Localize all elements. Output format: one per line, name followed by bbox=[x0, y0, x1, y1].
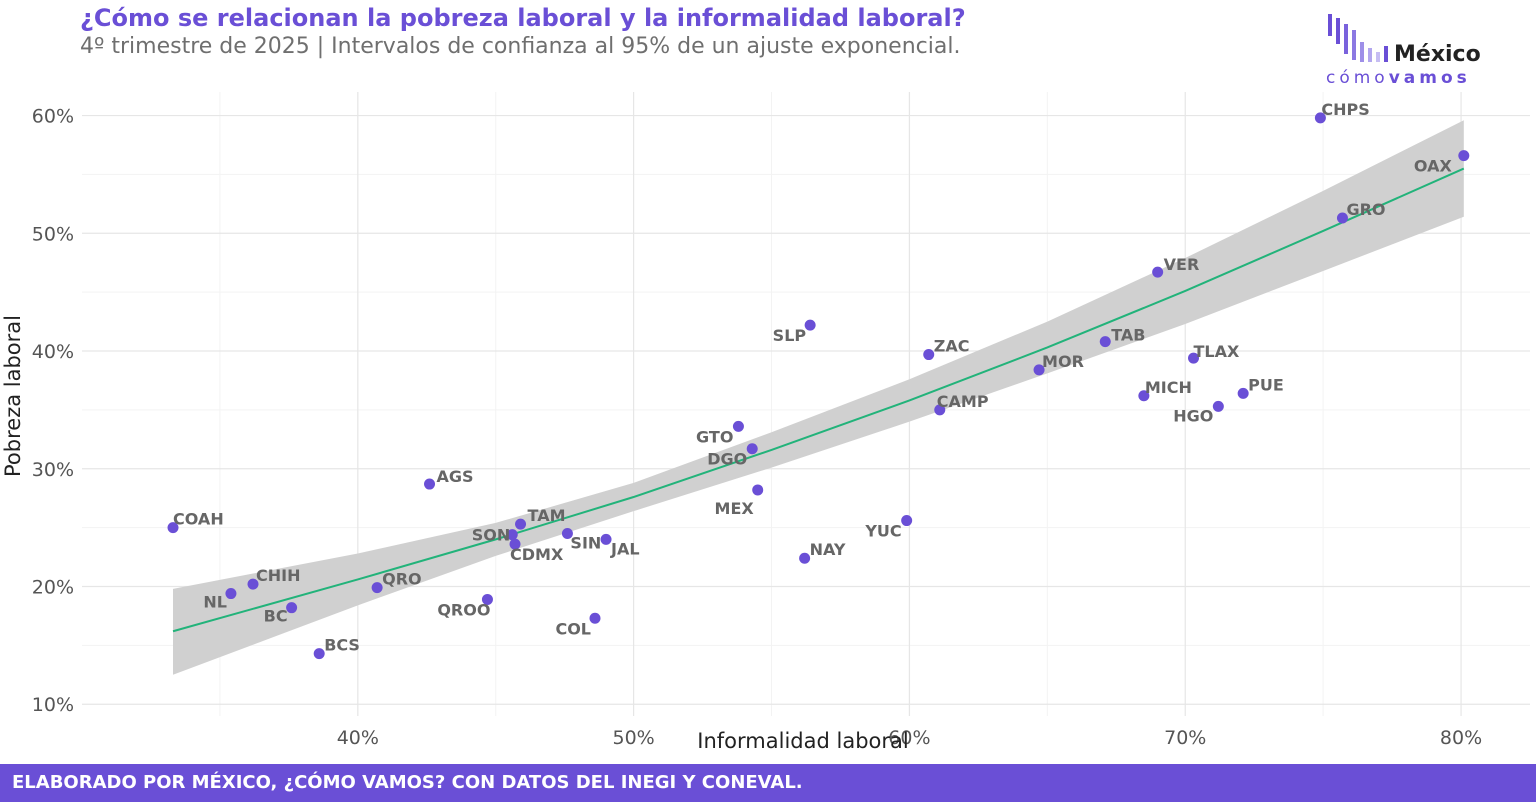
logo-word-mexico: México bbox=[1394, 42, 1481, 67]
chart-title: ¿Cómo se relacionan la pobreza laboral y… bbox=[80, 4, 966, 32]
point-camp bbox=[934, 404, 946, 416]
point-label-gto: GTO bbox=[696, 427, 733, 446]
y-tick-label: 20% bbox=[32, 576, 74, 598]
x-tick-label: 50% bbox=[613, 727, 655, 749]
point-label-camp: CAMP bbox=[937, 392, 989, 411]
point-label-tlax: TLAX bbox=[1194, 342, 1240, 361]
point-label-hgo: HGO bbox=[1173, 406, 1213, 425]
point-label-ver: VER bbox=[1164, 255, 1200, 274]
x-tick-label: 80% bbox=[1440, 727, 1482, 749]
point-dgo bbox=[746, 443, 758, 455]
logo-bars-icon bbox=[1328, 14, 1388, 62]
chart-subtitle: 4º trimestre de 2025 | Intervalos de con… bbox=[80, 34, 961, 59]
point-chih bbox=[247, 578, 259, 590]
point-label-son: SON bbox=[472, 526, 511, 545]
point-mex bbox=[752, 484, 764, 496]
point-jal bbox=[600, 533, 612, 545]
point-oax bbox=[1458, 150, 1470, 162]
point-slp bbox=[804, 319, 816, 331]
y-tick-label: 60% bbox=[32, 106, 74, 128]
point-nay bbox=[799, 552, 811, 564]
logo-word-como-vamos: cómovamos bbox=[1326, 68, 1471, 88]
point-label-mor: MOR bbox=[1042, 352, 1084, 371]
grid-minor-lines bbox=[82, 92, 1530, 716]
x-tick-label: 40% bbox=[337, 727, 379, 749]
point-label-dgo: DGO bbox=[707, 450, 747, 469]
point-yuc bbox=[901, 515, 913, 527]
point-label-zac: ZAC bbox=[934, 337, 970, 356]
x-axis-label: Informalidad laboral bbox=[697, 729, 908, 753]
point-label-yuc: YUC bbox=[864, 522, 901, 541]
data-points bbox=[167, 112, 1470, 660]
point-label-bc: BC bbox=[264, 607, 288, 626]
point-label-qroo: QROO bbox=[437, 600, 490, 619]
point-label-slp: SLP bbox=[773, 326, 807, 345]
point-label-mex: MEX bbox=[715, 499, 755, 518]
point-label-chih: CHIH bbox=[256, 566, 300, 585]
point-pue bbox=[1237, 387, 1249, 399]
logo-word-vamos: vamos bbox=[1388, 68, 1471, 88]
footer-credit: ELABORADO POR MÉXICO, ¿CÓMO VAMOS? CON D… bbox=[12, 772, 803, 793]
point-label-jal: JAL bbox=[610, 539, 640, 558]
y-tick-label: 10% bbox=[32, 694, 74, 716]
footer-bar: ELABORADO POR MÉXICO, ¿CÓMO VAMOS? CON D… bbox=[0, 764, 1536, 802]
point-label-qro: QRO bbox=[382, 570, 422, 589]
point-label-pue: PUE bbox=[1248, 375, 1284, 394]
point-tab bbox=[1099, 336, 1111, 348]
y-axis-label: Pobreza laboral bbox=[1, 315, 25, 477]
point-label-tab: TAB bbox=[1111, 326, 1145, 345]
point-label-mich: MICH bbox=[1145, 378, 1192, 397]
point-label-coah: COAH bbox=[173, 510, 224, 529]
point-mor bbox=[1033, 364, 1045, 376]
point-sin bbox=[561, 528, 573, 540]
x-tick-label: 70% bbox=[1164, 727, 1206, 749]
x-tick-label: 60% bbox=[888, 727, 930, 749]
point-qroo bbox=[481, 593, 493, 605]
point-label-col: COL bbox=[555, 619, 591, 638]
confidence-ribbon bbox=[173, 120, 1464, 675]
point-ags bbox=[424, 478, 436, 490]
point-label-cdmx: CDMX bbox=[510, 545, 564, 564]
y-tick-label: 30% bbox=[32, 459, 74, 481]
x-axis-tick-labels: 40% 50% 60% 70% 80% bbox=[337, 727, 1482, 749]
mexico-como-vamos-logo: México cómovamos bbox=[1322, 8, 1512, 88]
point-col bbox=[589, 612, 601, 624]
point-label-tam: TAM bbox=[528, 506, 566, 525]
point-ver bbox=[1152, 266, 1164, 278]
point-zac bbox=[923, 349, 935, 361]
point-label-nay: NAY bbox=[810, 540, 846, 559]
point-label-oax: OAX bbox=[1414, 157, 1453, 176]
point-bc bbox=[286, 602, 298, 614]
point-gro bbox=[1336, 212, 1348, 224]
point-coah bbox=[167, 522, 179, 534]
point-bcs bbox=[313, 648, 325, 660]
point-hgo bbox=[1212, 400, 1224, 412]
point-qro bbox=[371, 582, 383, 594]
y-tick-label: 50% bbox=[32, 223, 74, 245]
point-son bbox=[506, 529, 518, 541]
logo-word-como: cómo bbox=[1326, 68, 1389, 88]
point-gto bbox=[732, 420, 744, 432]
point-cdmx bbox=[509, 538, 521, 550]
y-axis-tick-labels: 10% 20% 30% 40% 50% 60% bbox=[32, 106, 74, 717]
point-label-ags: AGS bbox=[437, 467, 474, 486]
point-label-nl: NL bbox=[203, 593, 227, 612]
point-label-gro: GRO bbox=[1346, 200, 1385, 219]
y-tick-label: 40% bbox=[32, 341, 74, 363]
point-label-sin: SIN bbox=[570, 534, 601, 553]
point-label-bcs: BCS bbox=[324, 636, 360, 655]
point-mich bbox=[1138, 390, 1150, 402]
point-tlax bbox=[1188, 352, 1200, 364]
point-nl bbox=[225, 588, 237, 600]
point-chps bbox=[1314, 112, 1326, 124]
fit-line bbox=[172, 167, 1465, 633]
point-label-chps: CHPS bbox=[1321, 100, 1369, 119]
point-tam bbox=[515, 518, 527, 530]
